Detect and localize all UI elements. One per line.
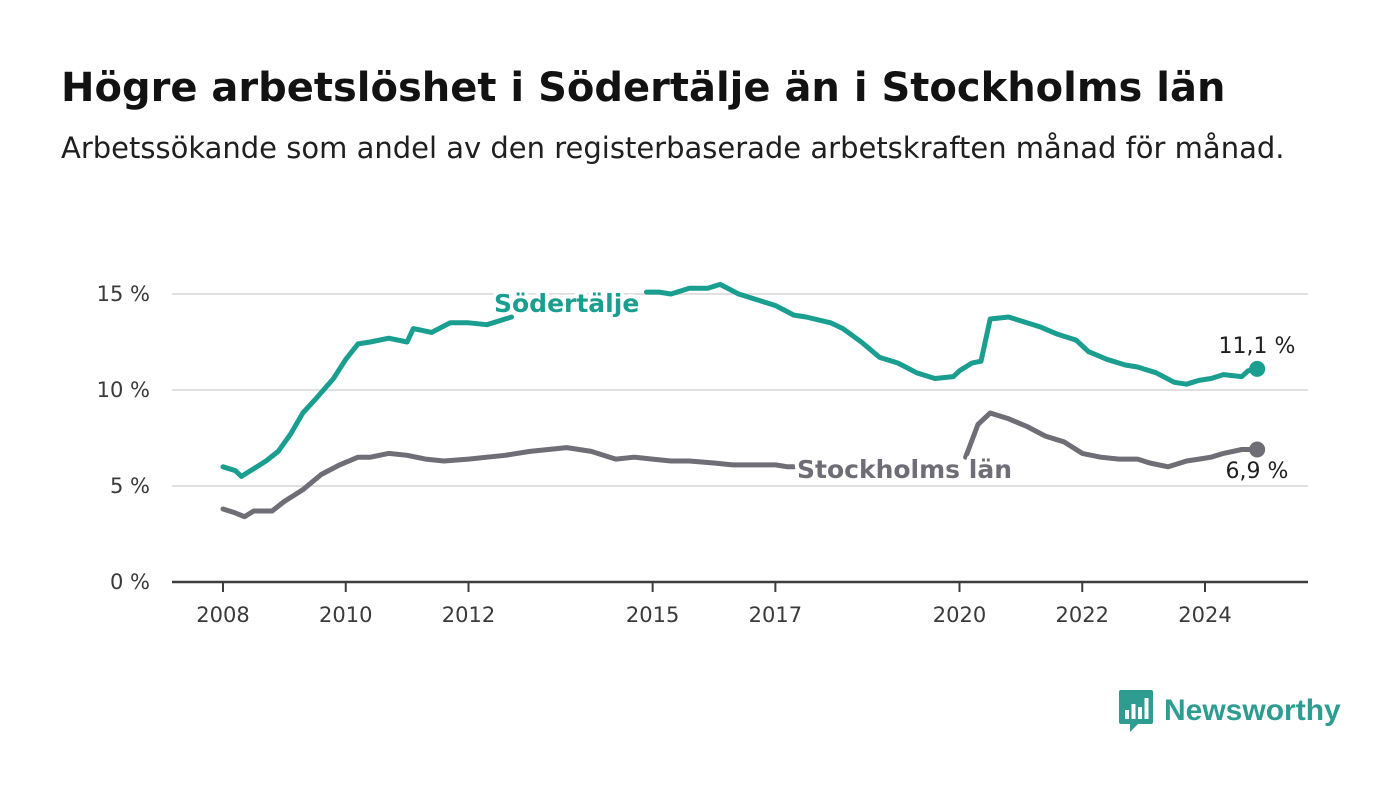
series-label-s-dert-lje: Södertälje [494,289,639,318]
newsworthy-logo: Newsworthy [1118,688,1341,734]
series-lines [220,281,1266,520]
x-tick-label: 2020 [933,603,986,627]
y-tick-label: 5 % [110,474,150,498]
series-line-s-dert-lje-1 [644,281,1260,387]
chart-bubble-icon [1119,690,1153,732]
brand-name: Newsworthy [1164,694,1341,727]
end-point-stockholms-l-n [1249,441,1266,458]
series-label-halo: Stockholms län [797,455,1012,484]
series-label-halo: Södertälje [494,289,639,318]
x-tick-label: 2024 [1178,603,1231,627]
end-label-halo: 6,9 % [1226,459,1289,484]
end-value-label-s-dert-lje: 11,1 % [1219,334,1296,359]
x-tick-label: 2015 [626,603,679,627]
chart-subtitle: Arbetssökande som andel av den registerb… [61,131,1285,165]
x-tick-label: 2022 [1056,603,1109,627]
x-tick-label: 2008 [196,603,249,627]
end-value-label-stockholms-l-n: 6,9 % [1226,459,1289,484]
line-chart: 0 % 5 % 10 % 15 % 2008 2010 2012 2015 2017 2020 20… [97,281,1308,627]
end-label-halo: 11,1 % [1219,334,1296,359]
series-line-s-dert-lje-0 [220,314,514,479]
x-tick-label: 2010 [319,603,372,627]
axes: 0 % 5 % 10 % 15 % 2008 2010 2012 2015 2017 2020 20… [97,282,1308,627]
y-tick-label: 10 % [97,378,150,402]
series-label-stockholms-l-n: Stockholms län [797,455,1012,484]
chart-title: Högre arbetslöshet i Södertälje än i Sto… [61,65,1226,111]
x-tick-label: 2012 [442,603,495,627]
series-line-stockholms-l-n-1 [963,410,1260,470]
y-tick-label: 0 % [110,570,150,594]
end-point-s-dert-lje [1249,360,1266,377]
series-line-stockholms-l-n-0 [220,445,797,520]
x-tick-label: 2017 [749,603,802,627]
y-tick-label: 15 % [97,282,150,306]
